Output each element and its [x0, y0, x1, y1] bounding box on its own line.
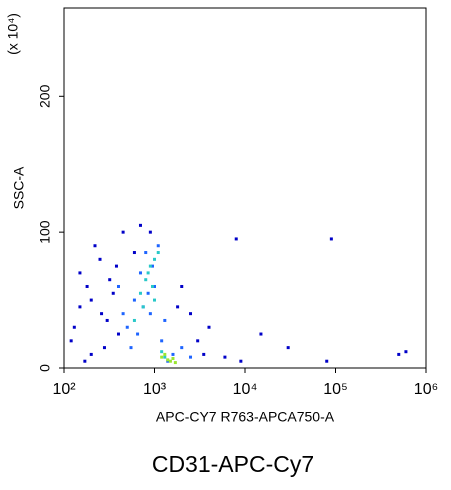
event-dot — [329, 237, 333, 241]
event-dot — [100, 312, 104, 316]
event-dot — [189, 355, 193, 359]
event-dot — [234, 237, 238, 241]
event-dot — [173, 361, 177, 365]
event-dot — [69, 339, 73, 343]
event-dot — [114, 264, 118, 268]
event-dot — [138, 223, 142, 227]
event-dot — [85, 284, 89, 288]
x-axis-label: APC-CY7 R763-APCA750-A — [156, 409, 335, 425]
event-dot — [148, 230, 152, 234]
event-dot — [98, 257, 102, 261]
event-dot — [136, 332, 140, 336]
event-dot — [146, 271, 150, 275]
x-tick-label: 10² — [52, 381, 76, 398]
event-dot — [144, 278, 148, 282]
y-axis-unit: (x 10⁴) — [5, 13, 21, 55]
event-dot — [108, 278, 112, 282]
event-dot — [207, 325, 211, 329]
event-dot — [153, 284, 156, 288]
event-dot — [163, 352, 167, 356]
event-dot — [180, 284, 184, 288]
event-dot — [239, 359, 243, 363]
event-dot — [148, 264, 152, 268]
event-dot — [121, 230, 125, 234]
event-dot — [153, 257, 156, 261]
event-dot — [78, 305, 82, 309]
event-dot — [171, 356, 175, 360]
event-dot — [404, 350, 408, 354]
x-tick-label: 10³ — [143, 381, 167, 398]
event-dot — [141, 305, 145, 309]
event-dot — [83, 359, 87, 363]
event-dot — [89, 352, 93, 356]
event-dot — [160, 339, 164, 343]
event-dot — [156, 251, 160, 255]
event-dot — [153, 298, 156, 302]
x-tick-label: 10⁶ — [414, 381, 438, 398]
event-dot — [132, 318, 136, 322]
event-dot — [166, 358, 170, 362]
event-dot — [111, 291, 115, 295]
event-dot — [105, 318, 109, 322]
event-dot — [325, 359, 329, 363]
event-dot — [132, 298, 136, 302]
event-dot — [176, 305, 180, 309]
y-tick-label: 100 — [37, 220, 53, 244]
event-dot — [89, 298, 93, 302]
event-dot — [129, 346, 133, 350]
caption: CD31-APC-Cy7 — [152, 451, 314, 477]
event-dot — [196, 339, 200, 343]
x-tick-label: 10⁵ — [323, 381, 347, 398]
y-tick-label: 200 — [37, 84, 53, 108]
event-dot — [102, 346, 106, 350]
event-dot — [286, 346, 290, 350]
event-dot — [168, 359, 172, 363]
event-dot — [121, 312, 125, 316]
event-dot — [144, 251, 148, 255]
event-dot — [72, 325, 76, 329]
event-dot — [223, 355, 227, 359]
x-tick-label: 10⁴ — [233, 381, 258, 398]
event-dot — [138, 271, 142, 275]
event-dot — [78, 271, 82, 275]
event-dot — [138, 291, 142, 295]
event-dot — [397, 352, 401, 356]
plot-frame — [63, 7, 427, 369]
y-tick-label: 0 — [37, 364, 53, 372]
event-dot — [202, 352, 206, 356]
event-dot — [150, 264, 154, 268]
event-dot — [163, 318, 167, 322]
event-dot — [125, 325, 129, 329]
event-dot — [171, 352, 175, 356]
event-dot — [148, 312, 152, 316]
event-dot — [150, 284, 154, 288]
event-dot — [189, 312, 193, 316]
event-dot — [156, 244, 160, 248]
event-dot — [163, 355, 167, 359]
event-dot — [116, 332, 120, 336]
event-dot — [116, 284, 120, 288]
event-dot — [93, 244, 97, 248]
event-dot — [160, 350, 164, 354]
event-dot — [259, 332, 263, 336]
event-dot — [180, 346, 184, 350]
event-dot — [146, 291, 150, 295]
y-axis-label: SSC-A — [11, 166, 27, 209]
event-dot — [132, 251, 136, 255]
event-dot — [160, 355, 164, 359]
